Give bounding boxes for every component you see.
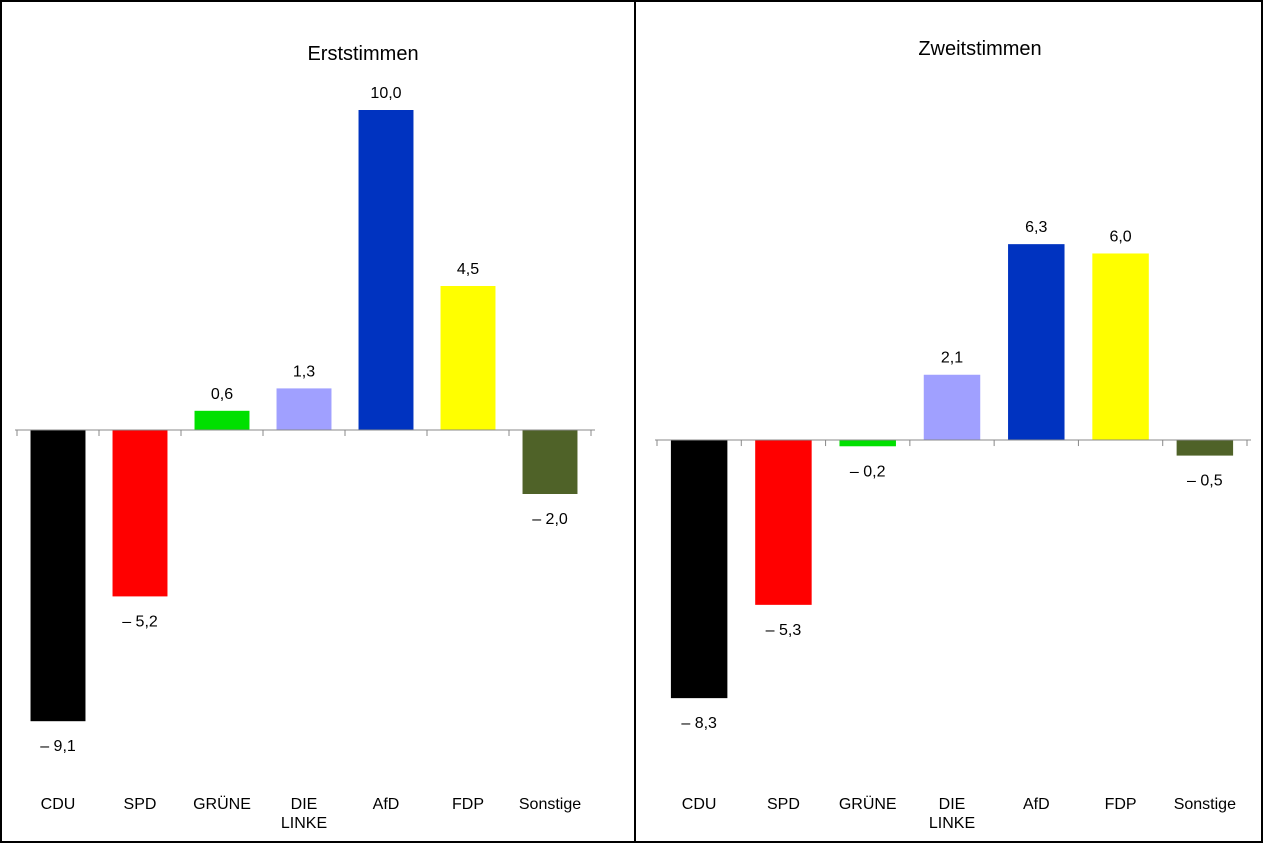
bar (112, 430, 168, 597)
value-label: – 2,0 (532, 511, 568, 528)
value-label: – 9,1 (40, 738, 76, 755)
bar (670, 440, 728, 699)
value-label: – 0,2 (850, 463, 886, 480)
chart-title: Erststimmen (307, 43, 418, 65)
category-label: CDU (681, 796, 717, 813)
bar (1176, 440, 1234, 456)
bar (755, 440, 812, 605)
bar (839, 440, 896, 447)
category-label: GRÜNE (838, 796, 897, 813)
category-label: CDU (40, 796, 76, 813)
value-label: 0,6 (211, 386, 233, 403)
category-label: SPD (766, 796, 800, 813)
value-label: – 5,2 (122, 613, 158, 630)
value-label: 4,5 (457, 261, 479, 278)
bar (194, 410, 250, 430)
value-label: – 8,3 (681, 715, 717, 732)
value-label: 10,0 (370, 85, 401, 102)
category-label: DIE LINKE (280, 796, 328, 832)
value-label: 6,0 (1109, 228, 1131, 245)
category-label: FDP (1104, 796, 1137, 813)
bar (923, 374, 981, 441)
value-label: 1,3 (293, 363, 315, 380)
category-label: FDP (452, 796, 484, 813)
category-label: Sonstige (1173, 796, 1236, 813)
bar (440, 286, 496, 430)
bar (30, 430, 86, 722)
bar (1092, 253, 1149, 441)
category-label: Sonstige (518, 796, 582, 813)
value-label: 2,1 (941, 350, 963, 367)
category-label: AfD (1022, 796, 1050, 813)
bar (276, 388, 332, 430)
chart-title: Zweitstimmen (918, 38, 1041, 60)
bar (1008, 244, 1065, 441)
value-label: – 5,3 (766, 622, 802, 639)
category-label: AfD (372, 796, 400, 813)
category-label: GRÜNE (193, 796, 251, 813)
value-label: – 0,5 (1187, 473, 1223, 490)
category-label: DIE LINKE (928, 796, 976, 832)
category-label: SPD (123, 796, 157, 813)
value-label: 6,3 (1025, 219, 1047, 236)
bar (522, 430, 578, 494)
bar (358, 110, 414, 430)
